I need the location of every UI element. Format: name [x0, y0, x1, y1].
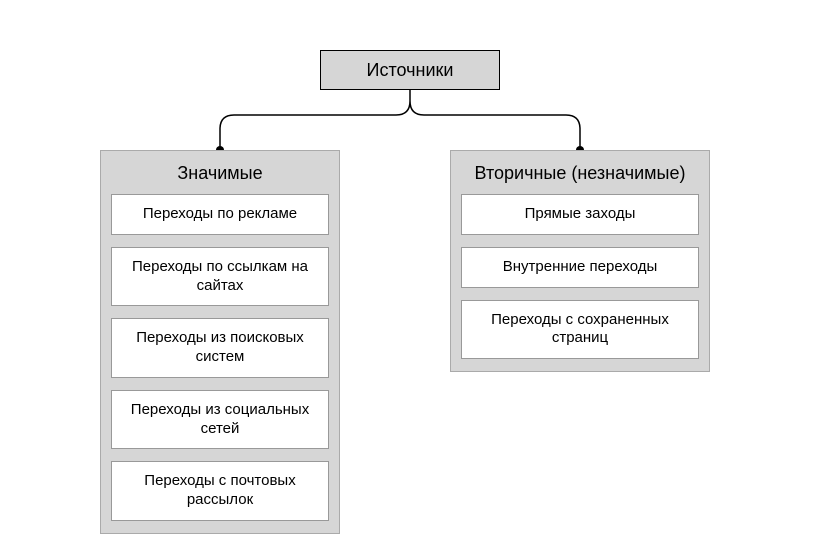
group-item: Переходы по ссылкам на сайтах: [111, 247, 329, 307]
group-item: Переходы с сохраненных страниц: [461, 300, 699, 360]
diagram-canvas: { "diagram": { "type": "tree", "backgrou…: [0, 0, 830, 552]
root-node: Источники: [320, 50, 500, 90]
group-title-significant: Значимые: [111, 163, 329, 184]
group-title-secondary: Вторичные (незначимые): [461, 163, 699, 184]
group-item: Переходы из социальных сетей: [111, 390, 329, 450]
group-item: Переходы по рекламе: [111, 194, 329, 235]
group-panel-significant: Значимые Переходы по рекламе Переходы по с…: [100, 150, 340, 534]
root-label: Источники: [367, 60, 454, 81]
group-item: Прямые заходы: [461, 194, 699, 235]
group-item: Переходы с почтовых рассылок: [111, 461, 329, 521]
group-item: Переходы из поисковых систем: [111, 318, 329, 378]
group-panel-secondary: Вторичные (незначимые) Прямые заходы Внутр…: [450, 150, 710, 372]
group-item: Внутренние переходы: [461, 247, 699, 288]
